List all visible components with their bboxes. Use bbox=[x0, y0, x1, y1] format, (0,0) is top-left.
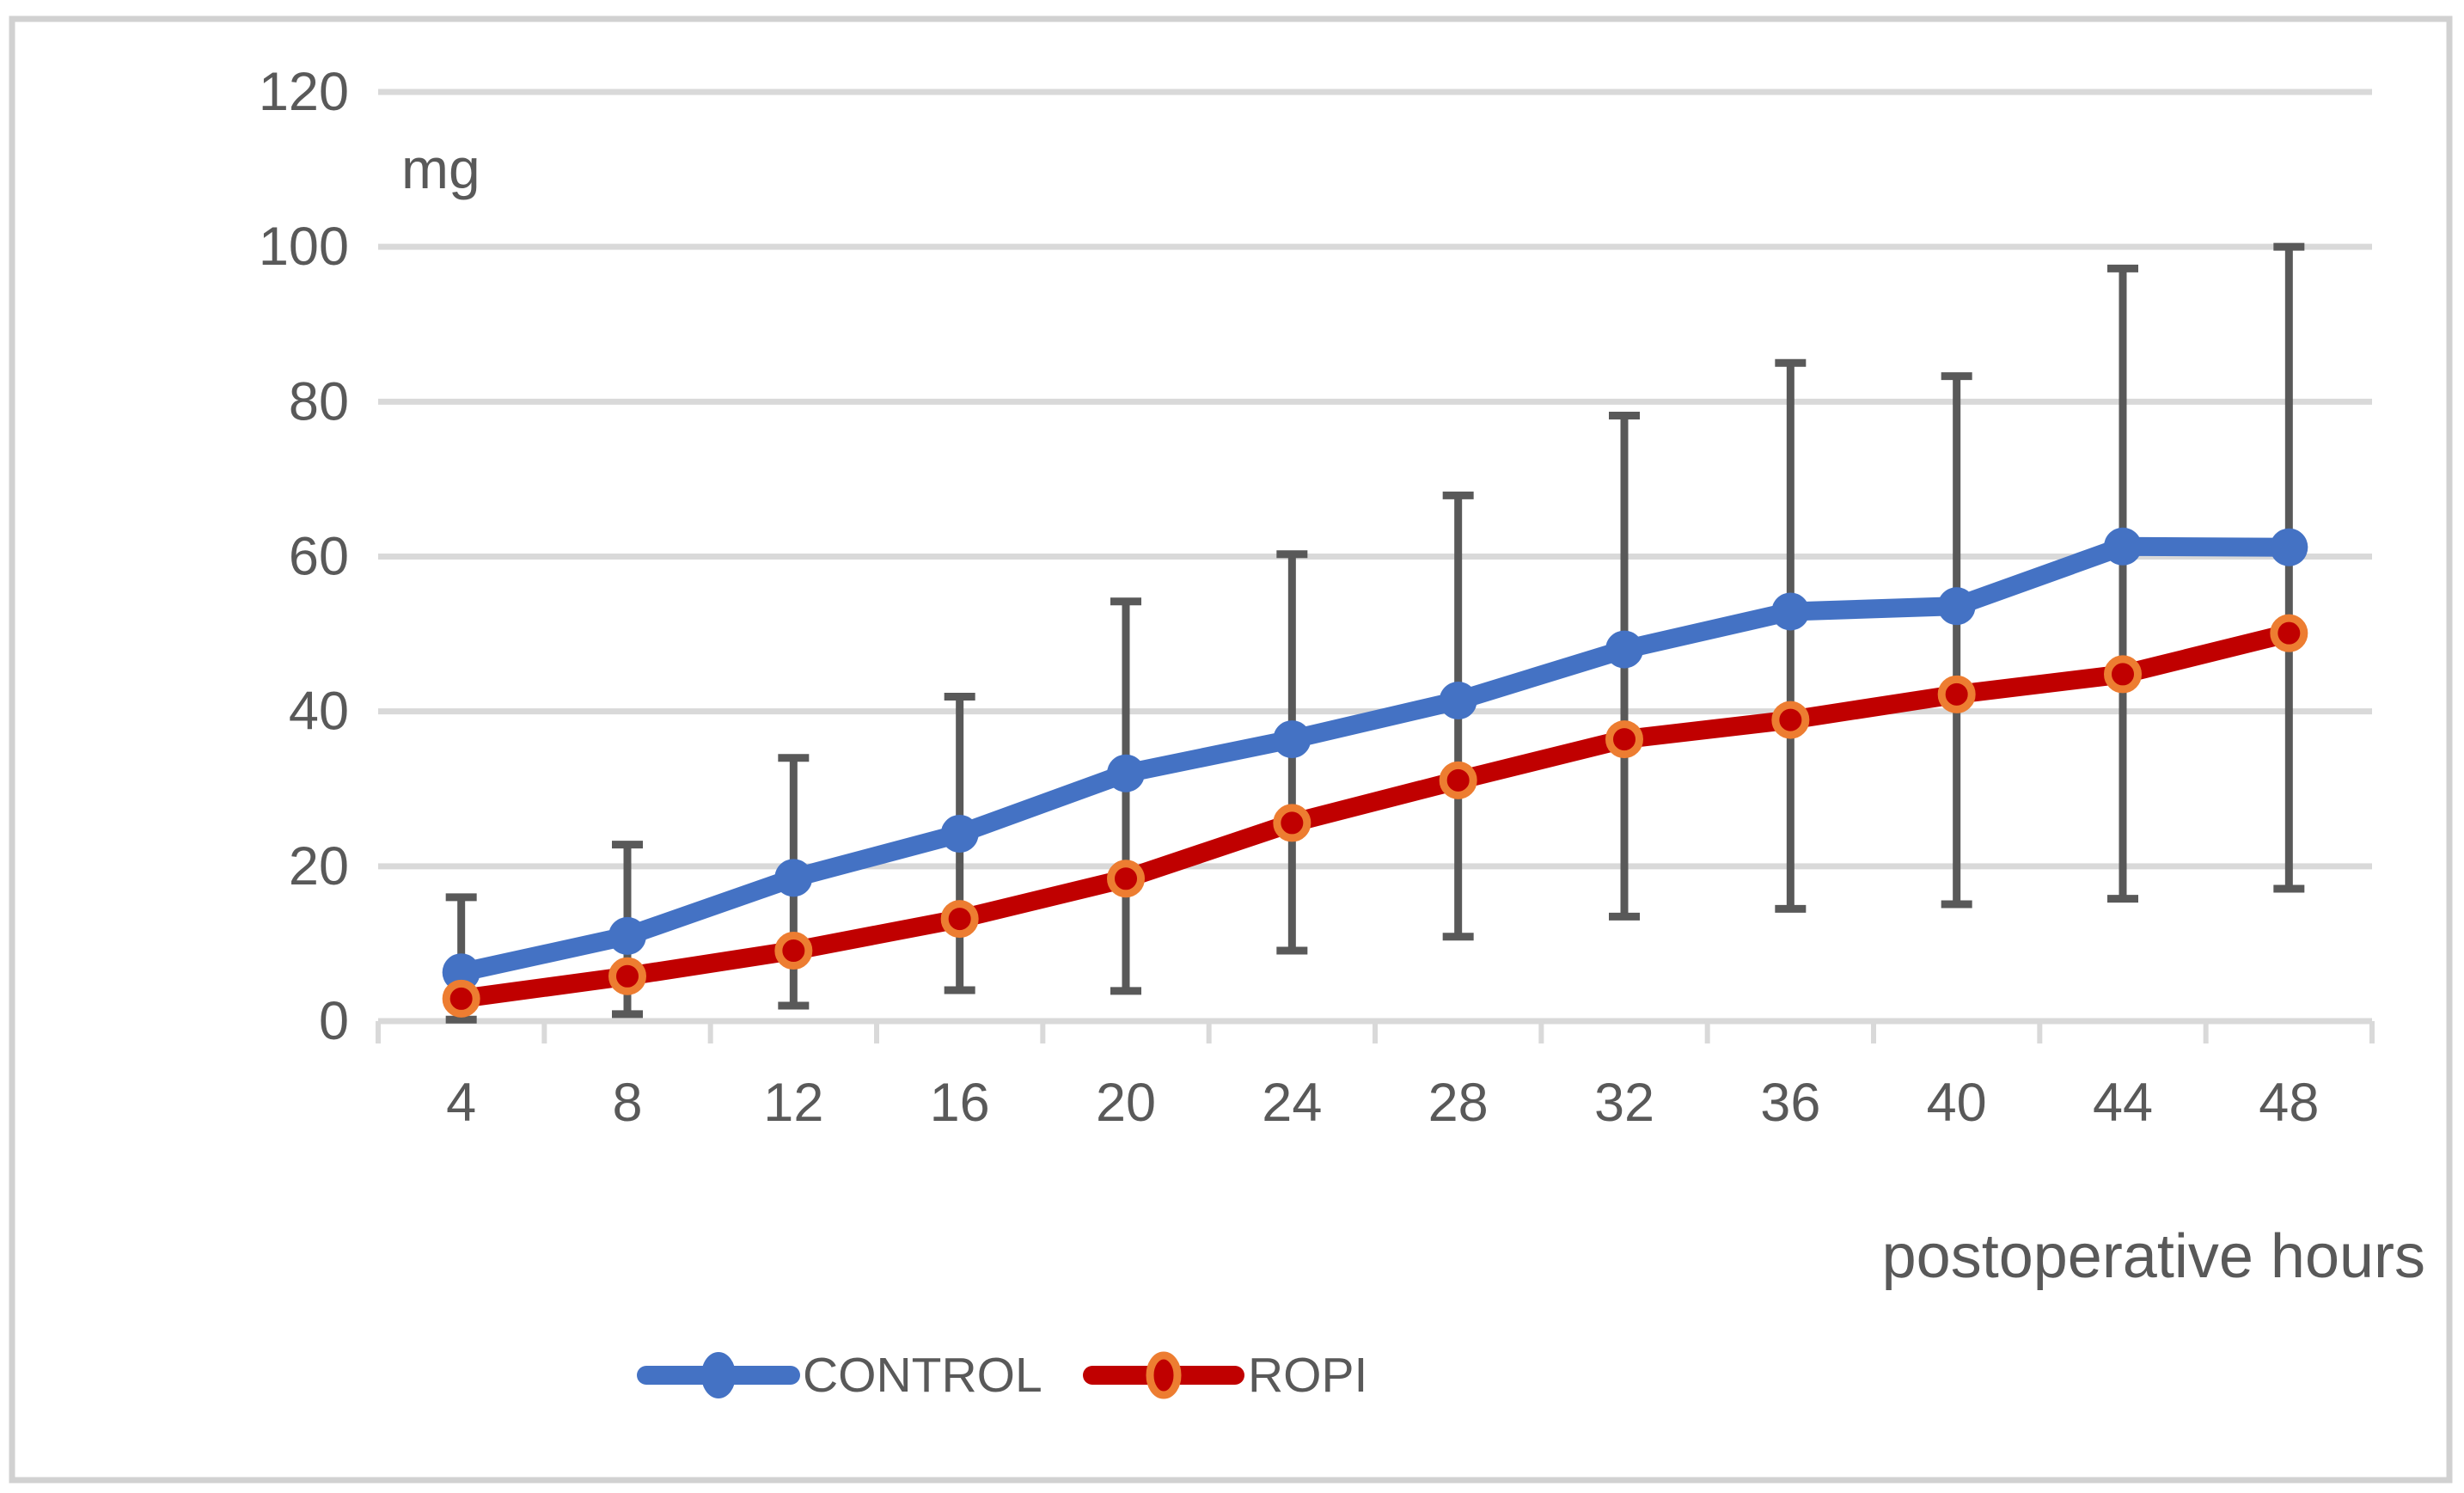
series-control bbox=[442, 527, 2308, 992]
data-point-marker-ropi bbox=[2104, 655, 2142, 694]
data-point-marker-ropi bbox=[1937, 675, 1976, 713]
series-line-control bbox=[451, 536, 2299, 982]
x-axis-tick-labels: 4 8 12 16 20 24 28 32 36 40 44 48 bbox=[446, 1073, 2319, 1133]
legend: CONTROL ROPI bbox=[637, 1348, 1367, 1403]
x-axis-tick-label: 16 bbox=[930, 1073, 990, 1133]
x-axis-tick-label: 44 bbox=[2093, 1073, 2153, 1133]
y-axis-tick-label: 20 bbox=[289, 836, 349, 896]
x-axis-tick-label: 12 bbox=[763, 1073, 823, 1133]
data-point-marker-control bbox=[1771, 592, 1810, 631]
gridlines bbox=[378, 89, 2372, 870]
legend-label-control: CONTROL bbox=[803, 1348, 1042, 1403]
data-point-marker-control bbox=[1107, 754, 1145, 792]
y-axis-tick-label: 100 bbox=[259, 217, 349, 277]
data-series bbox=[442, 527, 2308, 1018]
series-line-ropi bbox=[451, 623, 2299, 1008]
x-axis-tick-label: 32 bbox=[1594, 1073, 1654, 1133]
data-point-marker-ropi bbox=[1605, 720, 1643, 759]
data-point-marker-ropi bbox=[1273, 804, 1311, 842]
y-axis-tick-label: 60 bbox=[289, 527, 349, 587]
data-point-marker-control bbox=[2104, 527, 2142, 566]
x-axis-tick-label: 40 bbox=[1927, 1073, 1987, 1133]
data-point-marker-ropi bbox=[1107, 860, 1145, 898]
data-point-marker-ropi bbox=[442, 979, 480, 1018]
error-bar bbox=[2107, 264, 2138, 903]
data-point-marker-ropi bbox=[2270, 614, 2308, 652]
x-axis-title: postoperative hours bbox=[1882, 1222, 2425, 1291]
data-point-marker-ropi bbox=[1439, 761, 1477, 799]
data-point-marker-control bbox=[1273, 720, 1311, 759]
error-bar bbox=[2273, 242, 2305, 893]
y-axis-tick-labels: 0 20 40 60 80 100 120 bbox=[259, 62, 349, 1051]
data-point-marker-ropi bbox=[774, 932, 813, 970]
y-axis-tick-label: 0 bbox=[319, 991, 349, 1051]
data-point-marker-control bbox=[442, 953, 480, 992]
data-point-marker-control bbox=[774, 859, 813, 897]
data-point-marker-control bbox=[1439, 682, 1477, 720]
x-axis-tick-label: 24 bbox=[1262, 1073, 1322, 1133]
data-point-marker-control bbox=[2270, 528, 2308, 566]
chart-outer-border bbox=[9, 15, 2453, 1484]
y-axis-tick-label: 120 bbox=[259, 62, 349, 122]
data-point-marker-control bbox=[1605, 630, 1643, 669]
legend-label-ropi: ROPI bbox=[1248, 1348, 1367, 1403]
data-point-marker-ropi bbox=[608, 957, 646, 995]
legend-marker-control bbox=[701, 1352, 736, 1398]
x-axis-tick-label: 28 bbox=[1428, 1073, 1489, 1133]
legend-marker-ropi bbox=[1146, 1351, 1182, 1399]
x-axis-tick-label: 4 bbox=[446, 1073, 476, 1133]
y-axis-tick-label: 80 bbox=[289, 371, 349, 431]
x-axis-tick-label: 36 bbox=[1760, 1073, 1820, 1133]
error-bar bbox=[1941, 372, 1972, 909]
x-axis-tick-label: 20 bbox=[1096, 1073, 1156, 1133]
x-axis-tick-label: 48 bbox=[2259, 1073, 2319, 1133]
y-axis-unit-label: mg bbox=[401, 137, 480, 200]
error-bar bbox=[1110, 597, 1141, 995]
data-point-marker-ropi bbox=[1771, 701, 1810, 739]
data-point-marker-control bbox=[608, 916, 646, 955]
data-point-marker-control bbox=[940, 814, 979, 853]
y-axis-tick-label: 40 bbox=[289, 682, 349, 742]
x-axis bbox=[376, 1018, 2375, 1043]
series-ropi bbox=[442, 614, 2308, 1018]
data-point-marker-ropi bbox=[940, 900, 979, 939]
data-point-marker-control bbox=[1937, 587, 1976, 626]
x-axis-tick-label: 8 bbox=[612, 1073, 642, 1133]
error-bar bbox=[1775, 358, 1807, 913]
